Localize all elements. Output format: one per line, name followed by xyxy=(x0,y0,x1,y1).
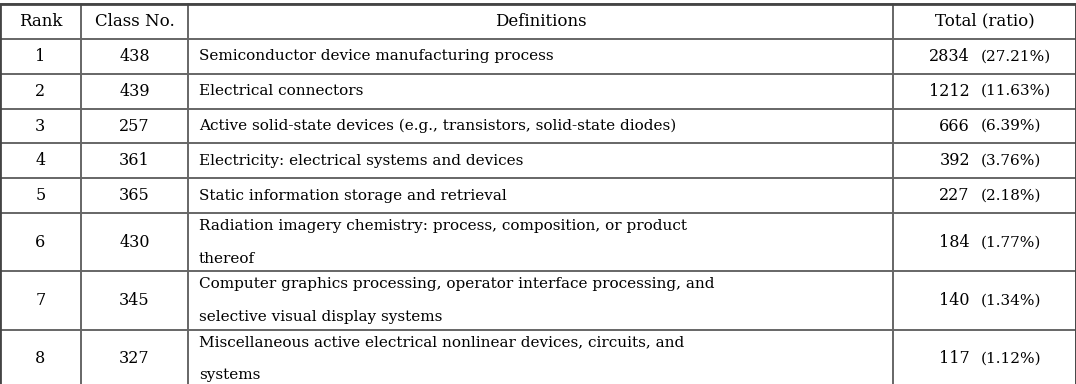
Bar xyxy=(893,109,1076,144)
Bar xyxy=(188,213,893,271)
Text: 140: 140 xyxy=(939,292,969,309)
Text: thereof: thereof xyxy=(199,252,255,266)
Text: Computer graphics processing, operator interface processing, and: Computer graphics processing, operator i… xyxy=(199,277,714,291)
Text: 1: 1 xyxy=(36,48,45,65)
Text: Static information storage and retrieval: Static information storage and retrieval xyxy=(199,189,507,203)
Bar xyxy=(893,144,1076,179)
Text: (3.76%): (3.76%) xyxy=(981,154,1042,168)
Bar xyxy=(81,179,188,213)
Text: (1.77%): (1.77%) xyxy=(981,235,1042,249)
Text: selective visual display systems: selective visual display systems xyxy=(199,310,442,324)
Text: 257: 257 xyxy=(119,118,150,134)
Text: (27.21%): (27.21%) xyxy=(981,49,1051,63)
Bar xyxy=(188,4,893,39)
Text: Electrical connectors: Electrical connectors xyxy=(199,84,364,98)
Bar xyxy=(81,329,188,384)
Text: 4: 4 xyxy=(36,152,45,169)
Text: (11.63%): (11.63%) xyxy=(981,84,1051,98)
Bar xyxy=(0,179,81,213)
Text: 7: 7 xyxy=(36,292,45,309)
Text: 392: 392 xyxy=(939,152,969,169)
Text: Definitions: Definitions xyxy=(495,13,586,30)
Bar xyxy=(0,271,81,329)
Text: 8: 8 xyxy=(36,350,45,367)
Text: 3: 3 xyxy=(36,118,45,134)
Text: 361: 361 xyxy=(119,152,150,169)
Text: 2834: 2834 xyxy=(930,48,969,65)
Text: (2.18%): (2.18%) xyxy=(981,189,1042,203)
Bar xyxy=(893,179,1076,213)
Text: 2: 2 xyxy=(36,83,45,99)
Bar xyxy=(81,271,188,329)
Bar xyxy=(893,39,1076,74)
Text: 117: 117 xyxy=(939,350,969,367)
Bar xyxy=(893,74,1076,109)
Text: 5: 5 xyxy=(36,187,45,204)
Bar xyxy=(81,39,188,74)
Text: 227: 227 xyxy=(939,187,969,204)
Bar xyxy=(188,74,893,109)
Text: (6.39%): (6.39%) xyxy=(981,119,1042,133)
Bar xyxy=(188,109,893,144)
Text: Radiation imagery chemistry: process, composition, or product: Radiation imagery chemistry: process, co… xyxy=(199,219,688,233)
Bar xyxy=(893,271,1076,329)
Bar xyxy=(188,144,893,179)
Text: Class No.: Class No. xyxy=(95,13,174,30)
Bar xyxy=(81,74,188,109)
Bar xyxy=(893,213,1076,271)
Bar xyxy=(0,329,81,384)
Bar xyxy=(0,4,81,39)
Text: 184: 184 xyxy=(939,234,969,251)
Bar xyxy=(188,329,893,384)
Bar xyxy=(188,179,893,213)
Bar xyxy=(0,39,81,74)
Text: (1.34%): (1.34%) xyxy=(981,293,1042,308)
Text: Total (ratio): Total (ratio) xyxy=(935,13,1034,30)
Text: 430: 430 xyxy=(119,234,150,251)
Bar xyxy=(893,4,1076,39)
Bar xyxy=(188,271,893,329)
Text: 666: 666 xyxy=(939,118,969,134)
Text: Rank: Rank xyxy=(18,13,62,30)
Bar xyxy=(893,329,1076,384)
Text: Active solid-state devices (e.g., transistors, solid-state diodes): Active solid-state devices (e.g., transi… xyxy=(199,119,677,133)
Bar xyxy=(0,109,81,144)
Bar xyxy=(81,144,188,179)
Text: 365: 365 xyxy=(119,187,150,204)
Bar xyxy=(0,74,81,109)
Bar xyxy=(81,213,188,271)
Text: Miscellaneous active electrical nonlinear devices, circuits, and: Miscellaneous active electrical nonlinea… xyxy=(199,336,684,349)
Text: 1212: 1212 xyxy=(930,83,969,99)
Bar xyxy=(188,39,893,74)
Text: 327: 327 xyxy=(119,350,150,367)
Bar xyxy=(81,4,188,39)
Text: Electricity: electrical systems and devices: Electricity: electrical systems and devi… xyxy=(199,154,523,168)
Text: 438: 438 xyxy=(119,48,150,65)
Text: systems: systems xyxy=(199,368,260,382)
Text: 6: 6 xyxy=(36,234,45,251)
Text: 439: 439 xyxy=(119,83,150,99)
Bar xyxy=(0,144,81,179)
Text: 345: 345 xyxy=(119,292,150,309)
Text: Semiconductor device manufacturing process: Semiconductor device manufacturing proce… xyxy=(199,49,554,63)
Bar xyxy=(0,213,81,271)
Bar xyxy=(81,109,188,144)
Text: (1.12%): (1.12%) xyxy=(981,352,1042,366)
